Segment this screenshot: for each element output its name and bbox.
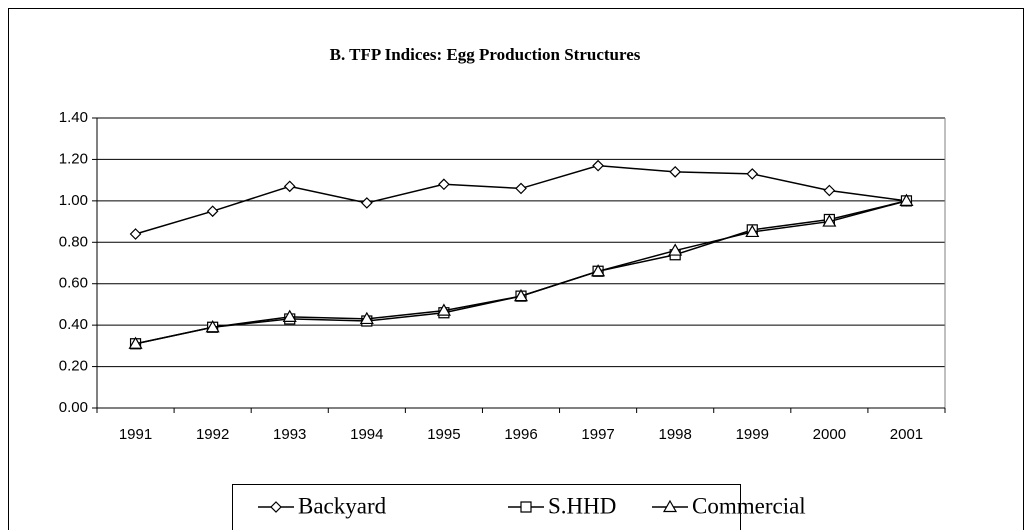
- marker: [668, 243, 683, 256]
- y-tick-label: 1.00: [59, 192, 88, 209]
- marker: [205, 320, 220, 333]
- x-tick-label: 1992: [196, 426, 229, 443]
- marker: [823, 184, 836, 197]
- legend-label: Commercial: [692, 493, 806, 518]
- legend-marker: [270, 501, 282, 513]
- x-tick-label: 1998: [658, 426, 691, 443]
- marker: [745, 224, 760, 238]
- legend-marker: [662, 499, 678, 513]
- y-tick-label: 0.80: [59, 233, 88, 250]
- marker: [899, 193, 914, 206]
- marker: [746, 168, 759, 180]
- marker: [669, 166, 682, 178]
- marker: [282, 309, 297, 322]
- marker: [128, 336, 143, 349]
- x-tick-label: 1991: [119, 426, 152, 443]
- x-tick-label: 1995: [427, 426, 460, 443]
- marker: [438, 178, 450, 191]
- marker: [359, 311, 374, 325]
- marker: [283, 180, 296, 193]
- y-tick-label: 1.40: [59, 109, 88, 126]
- marker: [513, 288, 529, 302]
- y-tick-label: 0.00: [59, 399, 88, 416]
- marker: [129, 228, 142, 240]
- marker: [206, 205, 219, 218]
- chart-title: B. TFP Indices: Egg Production Structure…: [330, 45, 641, 64]
- legend-label: Backyard: [298, 493, 387, 518]
- marker: [515, 182, 527, 195]
- x-tick-label: 1993: [273, 426, 306, 443]
- y-tick-label: 0.20: [59, 358, 88, 375]
- marker: [360, 197, 373, 209]
- x-tick-label: 1999: [736, 426, 769, 443]
- legend-marker: [520, 501, 532, 513]
- marker: [436, 303, 451, 316]
- marker: [822, 214, 837, 227]
- marker: [591, 264, 606, 277]
- x-tick-label: 2000: [813, 426, 846, 443]
- x-tick-label: 1996: [504, 426, 537, 443]
- x-tick-label: 2001: [890, 426, 923, 443]
- y-tick-label: 0.40: [59, 316, 88, 333]
- x-tick-label: 1997: [581, 426, 614, 443]
- legend-label: S.HHD: [548, 493, 616, 518]
- y-tick-label: 1.20: [59, 150, 88, 167]
- marker: [592, 159, 604, 172]
- x-tick-label: 1994: [350, 426, 383, 443]
- chart-border: [8, 8, 1024, 530]
- y-tick-label: 0.60: [59, 275, 88, 292]
